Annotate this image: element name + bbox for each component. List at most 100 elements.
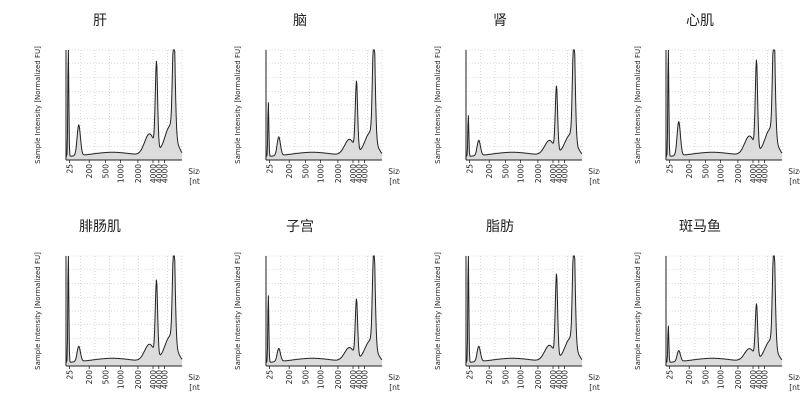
x-tick-label: 4000: [161, 164, 170, 183]
trace-fill: [66, 256, 182, 366]
x-tick-label: 4000: [149, 164, 158, 183]
x-tick-label: 25: [265, 164, 274, 174]
x-tick-label: 2000: [534, 164, 543, 183]
electropherogram-svg: Sample Intensity [Normalized FU] 25 200 500…: [434, 46, 600, 186]
x-tick-label: 25: [665, 370, 674, 380]
electropherogram-svg: Sample Intensity [Normalized FU] 25 200 500…: [634, 252, 800, 392]
trace-fill: [266, 256, 382, 366]
chart-title: 心肌: [686, 13, 714, 29]
x-tick-label: 25: [265, 370, 274, 380]
x-tick-label: 25: [65, 164, 74, 174]
x-tick-label: 2000: [134, 370, 143, 389]
x-tick-label: 25: [465, 370, 474, 380]
x-axis-unit: [nt]: [389, 177, 400, 186]
y-axis-label: Sample Intensity [Normalized FU]: [34, 252, 42, 370]
chart-panel: 心肌 Sample Intensity [Normalized FU] 25 200 5…: [600, 0, 800, 206]
electropherogram-svg: Sample Intensity [Normalized FU] 25 200 500…: [34, 46, 200, 186]
x-tick-label: 4000: [355, 164, 364, 183]
electropherogram-svg: Sample Intensity [Normalized FU] 25 200 500…: [234, 252, 400, 392]
electropherogram-svg: Sample Intensity [Normalized FU] 25 200 500…: [34, 252, 200, 392]
trace-line: [265, 255, 383, 363]
chart-panel: 脂肪 Sample Intensity [Normalized FU] 25 200 5…: [400, 206, 600, 412]
trace-fill: [666, 50, 782, 160]
x-tick-label: 4000: [749, 164, 758, 183]
trace-line: [65, 255, 183, 363]
x-tick-label: 4000: [761, 164, 770, 183]
x-tick-label: 200: [85, 370, 94, 385]
electropherogram-svg: Sample Intensity [Normalized FU] 25 200 500…: [434, 252, 600, 392]
x-tick-label: 1000: [517, 370, 526, 389]
x-axis-unit: [nt]: [389, 383, 400, 392]
x-tick-label: 4000: [149, 370, 158, 389]
trace-fill: [466, 50, 582, 160]
x-tick-label: 1000: [317, 164, 326, 183]
x-axis-label: Size: [388, 167, 400, 176]
x-tick-label: 500: [301, 370, 310, 385]
x-tick-label: 500: [301, 164, 310, 179]
x-axis-unit: [nt]: [189, 383, 200, 392]
y-axis-label: Sample Intensity [Normalized FU]: [34, 46, 42, 164]
y-axis-label: Sample Intensity [Normalized FU]: [434, 46, 442, 164]
x-tick-label: 200: [485, 164, 494, 179]
x-tick-label: 4000: [155, 164, 164, 183]
trace-fill: [266, 50, 382, 160]
x-tick-label: 1000: [717, 164, 726, 183]
x-tick-label: 200: [685, 164, 694, 179]
x-tick-label: 25: [465, 164, 474, 174]
x-axis-unit: [nt]: [789, 177, 800, 186]
x-tick-label: 500: [501, 164, 510, 179]
chart-panel: 斑马鱼 Sample Intensity [Normalized FU] 25 200…: [600, 206, 800, 412]
x-tick-label: 200: [485, 370, 494, 385]
trace-line: [65, 49, 183, 157]
chart-title: 腓肠肌: [79, 219, 121, 235]
x-axis-label: Size: [588, 167, 600, 176]
x-tick-label: 2000: [134, 164, 143, 183]
trace-line: [465, 49, 583, 157]
chart-title: 肾: [493, 13, 507, 29]
x-tick-label: 4000: [161, 370, 170, 389]
y-axis-label: Sample Intensity [Normalized FU]: [634, 46, 642, 164]
x-axis-label: Size: [588, 373, 600, 382]
x-axis-unit: [nt]: [589, 177, 600, 186]
x-tick-label: 4000: [755, 164, 764, 183]
x-axis-unit: [nt]: [189, 177, 200, 186]
trace-line: [265, 49, 383, 157]
x-tick-label: 4000: [555, 164, 564, 183]
x-axis-label: Size: [188, 167, 200, 176]
x-axis-unit: [nt]: [589, 383, 600, 392]
y-axis-label: Sample Intensity [Normalized FU]: [434, 252, 442, 370]
x-axis-label: Size: [788, 373, 800, 382]
trace-fill: [66, 50, 182, 160]
x-tick-label: 4000: [561, 370, 570, 389]
x-tick-label: 4000: [761, 370, 770, 389]
x-tick-label: 4000: [549, 164, 558, 183]
x-tick-label: 2000: [734, 370, 743, 389]
x-tick-label: 500: [701, 164, 710, 179]
chart-title: 脂肪: [486, 219, 514, 235]
x-tick-label: 4000: [561, 164, 570, 183]
chart-panel: 脑 Sample Intensity [Normalized FU] 25 200 50…: [200, 0, 400, 206]
x-tick-label: 4000: [749, 370, 758, 389]
chart-title: 子宫: [286, 219, 314, 235]
trace-line: [665, 255, 783, 363]
chart-title: 斑马鱼: [679, 219, 721, 235]
y-axis-label: Sample Intensity [Normalized FU]: [234, 252, 242, 370]
x-tick-label: 200: [285, 370, 294, 385]
x-tick-label: 4000: [361, 164, 370, 183]
x-tick-label: 1000: [717, 370, 726, 389]
electropherogram-svg: Sample Intensity [Normalized FU] 25 200 500…: [634, 46, 800, 186]
chart-panel: 腓肠肌 Sample Intensity [Normalized FU] 25 200…: [0, 206, 200, 412]
x-tick-label: 1000: [117, 370, 126, 389]
x-tick-label: 4000: [355, 370, 364, 389]
x-tick-label: 4000: [155, 370, 164, 389]
x-tick-label: 200: [285, 164, 294, 179]
trace-line: [465, 255, 583, 363]
x-axis-label: Size: [788, 167, 800, 176]
chart-panel: 肝 Sample Intensity [Normalized FU] 25 200 50…: [0, 0, 200, 206]
x-tick-label: 2000: [734, 164, 743, 183]
x-tick-label: 4000: [549, 370, 558, 389]
x-tick-label: 2000: [534, 370, 543, 389]
electropherogram-svg: Sample Intensity [Normalized FU] 25 200 500…: [234, 46, 400, 186]
chart-title: 脑: [293, 13, 307, 29]
